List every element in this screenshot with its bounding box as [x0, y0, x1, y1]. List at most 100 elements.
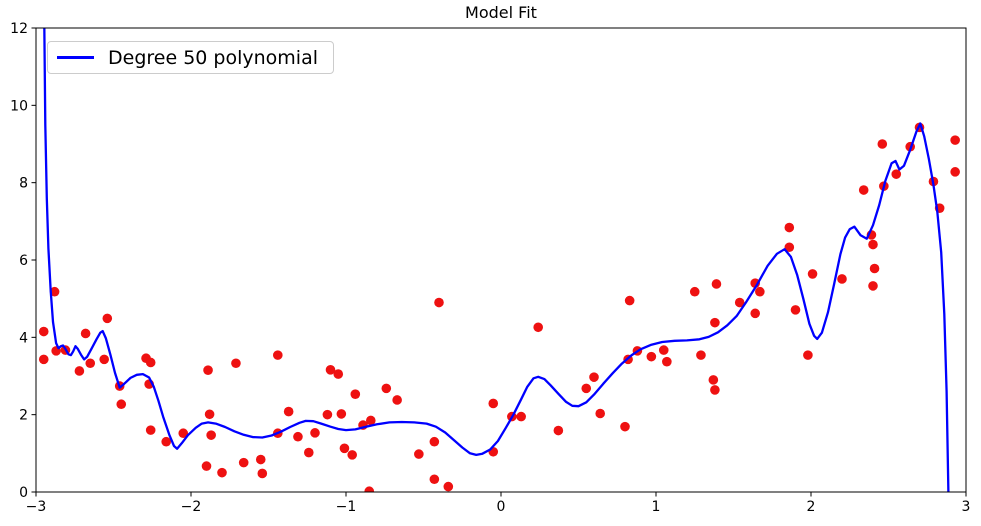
scatter-point: [347, 450, 358, 460]
scatter-point: [533, 322, 543, 333]
x-axis-tick-label: −2: [181, 499, 202, 515]
scatter-point: [99, 354, 109, 365]
scatter-point: [488, 398, 499, 409]
scatter-point: [366, 415, 376, 426]
scatter-point: [325, 365, 336, 375]
scatter-point: [658, 345, 669, 355]
scatter-point: [201, 461, 212, 471]
y-axis-tick-label: 4: [19, 330, 28, 346]
scatter-point: [868, 281, 878, 291]
y-axis-tick-label: 2: [19, 408, 28, 424]
scatter-point: [74, 366, 85, 376]
y-axis-tick-label: 8: [19, 176, 28, 192]
scatter-point: [710, 317, 720, 328]
scatter-point: [837, 274, 847, 284]
scatter-point: [283, 406, 294, 417]
scatter-point: [238, 457, 249, 468]
scatter-point: [206, 430, 216, 440]
scatter-point: [429, 474, 440, 485]
scatter-point: [891, 169, 902, 179]
y-axis-tick-label: 6: [19, 253, 28, 269]
scatter-point: [869, 263, 880, 274]
chart-title: Model Fit: [465, 3, 537, 22]
scatter-point: [381, 383, 392, 394]
scatter-point: [203, 365, 213, 376]
scatter-point: [161, 436, 171, 447]
scatter-point: [217, 467, 227, 478]
scatter-point: [102, 313, 113, 324]
x-axis-tick-label: −1: [336, 499, 357, 515]
scatter-point: [257, 468, 268, 479]
scatter-point: [868, 239, 878, 250]
scatter-point: [646, 351, 657, 362]
legend-line-sample: [57, 56, 94, 59]
scatter-point: [589, 372, 599, 382]
scatter-point: [145, 425, 156, 435]
scatter-point: [858, 185, 869, 195]
x-axis-tick-label: 1: [652, 499, 661, 515]
scatter-point: [49, 286, 60, 297]
scatter-point: [807, 269, 818, 279]
y-axis-tick-label: 12: [10, 21, 28, 37]
plot-border: [35, 27, 967, 493]
scatter-point: [784, 222, 795, 233]
y-axis-tick-label: 0: [19, 485, 28, 501]
scatter-point: [803, 350, 813, 360]
scatter-point: [273, 350, 283, 360]
scatter-point: [310, 428, 320, 438]
scatter-point: [443, 481, 454, 492]
scatter-point: [711, 279, 722, 289]
scatter-point: [595, 408, 605, 419]
scatter-point: [322, 409, 333, 420]
scatter-point: [624, 295, 635, 306]
scatter-point: [339, 443, 350, 454]
scatter-point: [516, 411, 526, 422]
scatter-point: [950, 167, 960, 177]
y-axis-tick-label: 10: [10, 98, 28, 114]
scatter-point: [708, 375, 719, 385]
scatter-point: [333, 369, 344, 379]
scatter-point: [293, 431, 303, 442]
scatter-point: [750, 308, 760, 319]
x-axis-tick-label: −3: [26, 499, 47, 515]
scatter-point: [429, 436, 440, 447]
scatter-point: [364, 486, 375, 492]
x-axis-tick-label: 0: [497, 499, 506, 515]
legend-label: Degree 50 polynomial: [108, 46, 318, 69]
scatter-point: [434, 297, 444, 308]
scatter-point: [553, 425, 564, 436]
scatter-point: [350, 389, 361, 399]
scatter-point: [336, 409, 347, 419]
scatter-point: [116, 399, 127, 410]
fit-line: [43, 28, 950, 492]
scatter-point: [414, 449, 424, 459]
scatter-point: [755, 286, 765, 297]
scatter-point: [662, 356, 672, 367]
scatter-point: [204, 409, 215, 420]
scatter-point: [304, 447, 314, 458]
scatter-point: [581, 383, 592, 394]
scatter-point: [80, 328, 91, 339]
scatter-point: [696, 350, 706, 360]
scatter-point: [178, 428, 189, 439]
scatter-point: [710, 385, 720, 395]
scatter-point: [85, 358, 96, 369]
plot-data-layer: [38, 28, 960, 492]
scatter-point: [145, 357, 156, 368]
scatter-point: [620, 421, 630, 432]
scatter-point: [255, 454, 266, 465]
x-axis-tick-label: 3: [962, 499, 971, 515]
scatter-point: [790, 305, 801, 315]
scatter-point: [231, 358, 241, 369]
scatter-point: [689, 286, 700, 297]
scatter-point: [734, 297, 745, 308]
legend: Degree 50 polynomial: [47, 41, 334, 74]
scatter-point: [950, 135, 960, 145]
scatter-point: [38, 326, 49, 337]
x-axis-tick-label: 2: [807, 499, 816, 515]
scatter-point: [392, 395, 402, 405]
scatter-point: [38, 354, 49, 365]
scatter-point: [784, 242, 795, 253]
